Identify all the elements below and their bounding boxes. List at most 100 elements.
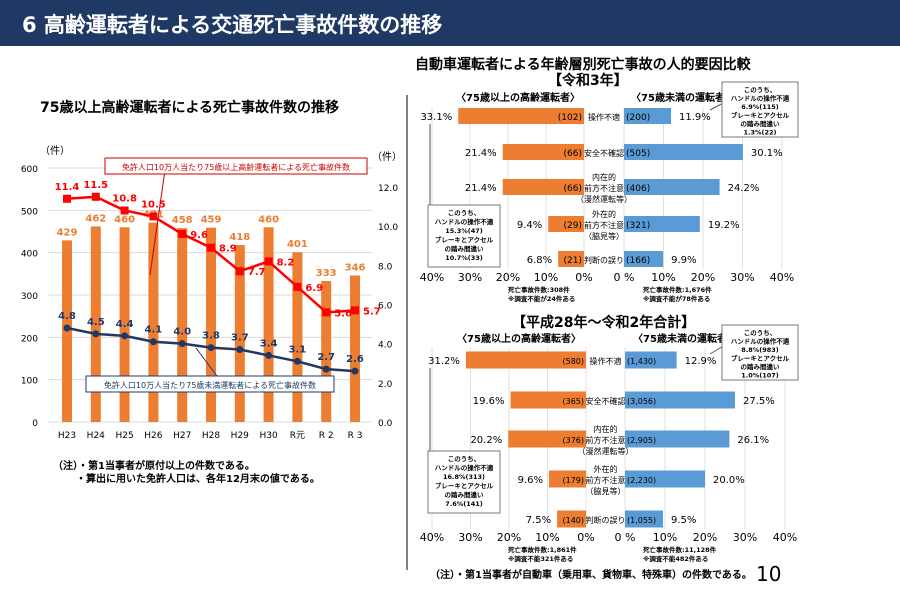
category-label: 安全不確認 [586,396,626,406]
x-tick-right: 20% [691,271,715,284]
x-tick: R元 [290,431,305,441]
bar-left [558,251,584,267]
x-tick-right: 0 % [615,531,636,544]
bar [177,228,188,422]
data-label: 8.2 [277,257,295,268]
bar-label: 418 [229,232,250,243]
data-label: 11.4 [55,182,80,193]
bar-right [624,108,672,124]
callout-text: このうち、 [448,209,481,217]
y-label-right: （件） [372,151,402,163]
count-right: (321) [626,221,650,231]
bar-left [502,179,584,195]
bar-left [510,391,586,409]
data-label: 4.0 [173,327,191,338]
pct-left: 19.6% [473,396,505,407]
legend-red: 免許人口10万人当たり75歳以上高齢運転者による死亡事故件数 [122,162,350,172]
bar-right [624,216,700,232]
series-marker [120,206,129,215]
data-label: 2.7 [317,352,335,363]
pct-right: 27.5% [743,396,775,407]
bar-left [458,108,584,124]
callout-text: ハンドルの操作不適 [435,217,494,226]
footnote-left: 死亡事故件数:1,861件 [507,545,577,554]
series-marker [351,367,359,375]
y-tick-left: 500 [21,207,38,217]
pct-left: 9.6% [518,475,543,486]
x-tick-right: 30% [733,531,757,544]
count-right: (1,430) [627,357,656,366]
series-marker [351,306,359,315]
bar-right [625,351,677,369]
category-label: 外在的 [592,209,616,219]
count-left: (66) [564,149,582,159]
callout-text: 6.9%(115) [741,103,779,111]
x-tick: H24 [87,431,105,441]
bar-right [624,144,743,160]
y-tick-left: 0 [32,419,38,429]
series-marker [293,282,302,291]
category-label: （漫然運転等） [576,194,632,204]
callout-text: 10.7%(33) [445,254,483,262]
category-label: 内在的 [594,424,618,434]
callout-text: このうち、 [448,455,481,463]
callout-box-right [721,324,799,381]
slide-header: 6 高齢運転者による交通死亡事故件数の推移 [0,0,900,46]
category-label: 安全不確認 [584,148,624,158]
footnote-right: ※調査不能が78件ある [643,294,710,303]
category-label: 前方不注意 [584,183,624,193]
series-marker [322,308,331,317]
x-tick-right: 20% [693,531,717,544]
x-tick-left: 10% [534,271,558,284]
bar-left [465,351,586,369]
series-marker [178,230,187,238]
bar [321,281,332,422]
bar-label: 459 [201,215,222,226]
pct-right: 19.2% [708,220,740,231]
pct-right: 12.9% [685,356,717,367]
bar [292,252,303,422]
x-tick-left: 20% [496,271,520,284]
bar [90,226,101,422]
count-left: (66) [564,184,582,194]
bar-label: 458 [172,215,193,226]
bar-right [625,430,730,448]
category-label: 前方不注意 [584,220,624,230]
x-tick: H27 [173,431,191,441]
data-label: 9.6 [190,230,208,241]
category-label: 前方不注意 [586,435,626,445]
data-label: 8.9 [219,244,237,255]
footnote-left: ※調査不能321件ある [508,554,573,563]
bar-label: 429 [57,227,78,238]
bar-right [625,510,663,528]
series-marker [265,351,273,359]
pct-left: 20.2% [470,435,502,446]
pct-left: 31.2% [428,356,460,367]
legend-box-navy [85,375,335,393]
callout-text: ハンドルの操作不適 [731,337,790,346]
series-marker [178,340,186,348]
y-tick-left: 600 [21,165,38,175]
count-left: (140) [562,516,584,525]
callout-text: このうち、 [744,329,777,337]
bar [148,222,159,422]
x-tick-right: 0 % [614,271,635,284]
subtitle-r3: 【令和3年】 [548,73,628,89]
bar-right [624,251,664,267]
count-left: (179) [562,476,584,485]
count-left: (580) [562,357,584,366]
callout-text: 1.0%(107) [741,372,779,380]
data-label: 4.4 [116,319,134,330]
x-tick: R 2 [319,431,334,441]
series-marker [293,357,301,365]
data-label: 10.5 [141,199,166,210]
x-tick: H26 [144,431,162,441]
callout-leader [149,169,166,276]
data-label: 2.6 [346,354,364,365]
callout-box-left [427,450,501,514]
x-tick-left: 20% [497,531,521,544]
pct-left: 7.5% [526,515,551,526]
callout-text: ハンドルの操作不適 [731,94,790,103]
callout-box-right [721,81,799,138]
count-right: (1,055) [627,516,656,525]
